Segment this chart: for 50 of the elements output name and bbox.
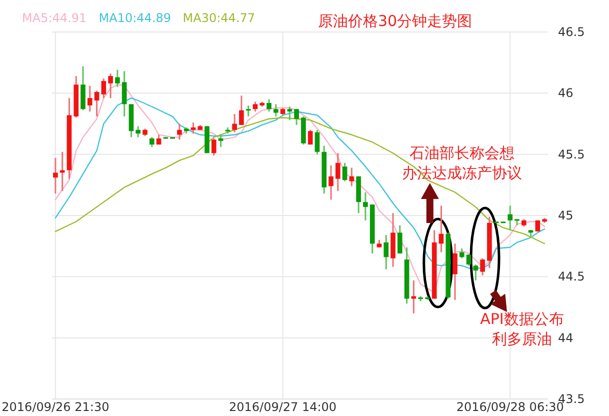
text: MA5:44.91: [22, 11, 87, 25]
candlestick: [294, 108, 299, 126]
y-tick-label: 46: [558, 86, 574, 100]
candlestick: [342, 162, 348, 182]
candlestick: [252, 100, 258, 112]
candlestick: [287, 106, 292, 121]
candlestick: [266, 98, 272, 112]
candlestick: [232, 113, 237, 134]
candlestick: [239, 94, 244, 126]
y-tick-label: 45: [558, 208, 574, 222]
x-tick-label: 2016/09/27 14:00: [228, 400, 337, 414]
candlestick: [122, 70, 127, 118]
y-tick-label: 45.5: [558, 147, 585, 162]
candlestick: [480, 258, 485, 276]
candlestick: [411, 280, 416, 314]
candlestick: [473, 264, 478, 282]
candlestick: [438, 204, 444, 253]
candlestick: [384, 234, 389, 270]
candlestick: [314, 129, 320, 156]
candlestick: [136, 125, 141, 138]
y-tick-label: 44: [558, 330, 574, 345]
candlestick: [246, 104, 251, 118]
candlestick: [60, 151, 65, 192]
candlestick: [115, 69, 120, 88]
candlestick: [508, 204, 513, 231]
candlestick: [101, 78, 106, 99]
candlestick: [397, 224, 402, 254]
chart-title: 原油价格30分钟走势图: [318, 12, 472, 30]
candlestick: [308, 129, 313, 146]
candlestick: [363, 192, 368, 222]
candlestick: [53, 157, 58, 194]
candlestick: [211, 138, 216, 156]
candlestick: [459, 248, 464, 260]
candlestick: [335, 152, 340, 192]
candlestick: [177, 123, 182, 140]
y-tick-label: 44.5: [558, 270, 585, 284]
y-tick-label: 46.5: [558, 25, 585, 39]
candlestick: [452, 242, 458, 301]
candlestick: [190, 122, 196, 134]
candlestick: [149, 136, 154, 148]
text: MA30:44.77: [182, 11, 256, 25]
candlestick: [218, 134, 224, 148]
candlestick: [328, 164, 334, 200]
candlestick: [87, 85, 92, 112]
x-tick-label: 2016/09/26 21:30: [2, 400, 110, 414]
candlestick: [466, 254, 472, 266]
candlestick: [94, 90, 100, 118]
text: MA10:44.89: [98, 11, 172, 25]
candlestick: [108, 72, 113, 99]
candlestick: [273, 103, 278, 118]
